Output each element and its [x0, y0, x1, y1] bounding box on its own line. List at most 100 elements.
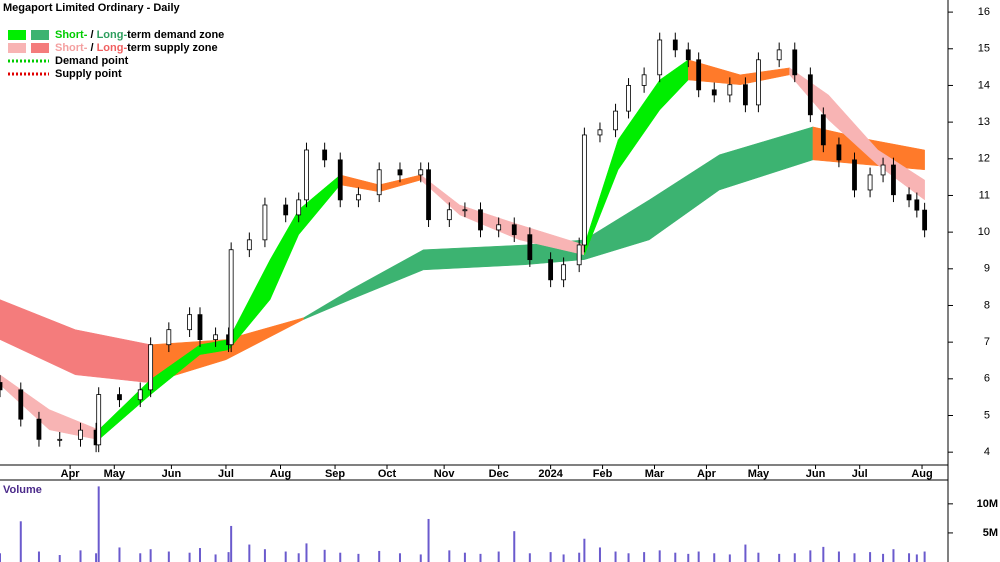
legend-label: Supply point: [55, 68, 122, 80]
x-tick-label: Mar: [645, 468, 665, 480]
volume-bar: [614, 551, 617, 562]
candle-body: [685, 49, 691, 61]
zone: [688, 59, 790, 85]
y-tick-label: 16: [978, 6, 990, 18]
candle-body: [792, 49, 798, 76]
legend-label-part: term demand zone: [127, 29, 224, 41]
candle-body: [657, 39, 663, 76]
candle-body: [137, 389, 143, 401]
candle-body: [527, 234, 533, 261]
legend-label: Demand point: [55, 55, 129, 67]
candle-body: [743, 84, 748, 106]
volume-bar: [837, 551, 840, 562]
volume-bar: [713, 553, 716, 562]
candle-body: [117, 394, 122, 401]
candle-body: [641, 74, 647, 86]
y-tick-label: 14: [978, 79, 990, 91]
legend-label-part: /: [87, 42, 96, 54]
volume-bar: [263, 549, 266, 562]
x-tick-label: Dec: [489, 468, 509, 480]
legend-label-part: Short-: [55, 42, 88, 54]
y-tick-label: 6: [984, 373, 990, 385]
y-tick-label: 15: [978, 43, 990, 55]
volume-bars: [0, 486, 926, 562]
volume-bar: [687, 553, 690, 562]
volume-bar: [598, 547, 601, 562]
candle-body: [478, 209, 483, 231]
volume-bar: [908, 553, 911, 562]
volume-bar: [284, 551, 287, 562]
legend-label-part: Short-: [55, 29, 88, 41]
volume-bar: [697, 551, 700, 562]
volume-bar: [744, 544, 747, 562]
x-tick-label: May: [104, 468, 126, 480]
x-tick-label: Apr: [697, 468, 717, 480]
x-tick-label: Jun: [806, 468, 826, 480]
candle-body: [78, 429, 83, 440]
y-tick-label: 12: [978, 153, 990, 165]
y-tick-label: 7: [984, 336, 990, 348]
volume-bar: [578, 552, 581, 562]
chart-title: Megaport Limited Ordinary - Daily: [3, 2, 181, 14]
candle-body: [756, 59, 761, 106]
x-tick-label: Aug: [270, 468, 291, 480]
x-tick-label: Sep: [325, 468, 345, 480]
zone: [0, 374, 99, 441]
volume-bar: [822, 546, 825, 562]
volume-bar: [97, 486, 100, 562]
volume-bar: [892, 549, 895, 562]
volume-bar: [139, 553, 142, 562]
y-tick-label: 4: [984, 446, 990, 458]
volume-bar: [149, 549, 152, 562]
candle-body: [906, 194, 912, 201]
y-tick-label: 10: [978, 226, 990, 238]
candle-body: [356, 194, 361, 201]
y-tick-label: 11: [979, 189, 990, 201]
volume-bar: [58, 555, 61, 562]
volume-bar: [674, 552, 677, 562]
volume-bar: [923, 551, 926, 562]
zones: [0, 59, 925, 441]
volume-bar: [357, 553, 360, 562]
candle-body: [426, 169, 431, 221]
candle-body: [880, 164, 886, 176]
candle-body: [197, 314, 203, 340]
zone: [0, 299, 151, 384]
candles: [0, 32, 928, 453]
volume-bar: [0, 553, 1, 562]
y-tick-label: 9: [984, 263, 990, 275]
candle-body: [613, 110, 618, 131]
volume-bar: [853, 553, 856, 562]
volume-bar: [167, 551, 170, 562]
y-tick-label: 13: [978, 116, 990, 128]
legend-label: Short- / Long-term demand zone: [55, 29, 224, 41]
candle-body: [891, 164, 896, 196]
volume-bar: [562, 554, 565, 562]
candle-body: [296, 199, 302, 216]
candle-body: [462, 209, 468, 212]
legend-swatch: [31, 30, 49, 40]
candle-body: [496, 224, 502, 231]
candle-body: [148, 344, 154, 391]
candle-body: [397, 169, 403, 176]
volume-bar: [643, 552, 646, 562]
candle-body: [246, 239, 252, 251]
candle-body: [187, 314, 193, 331]
zone: [303, 126, 814, 320]
volume-bar: [305, 543, 308, 562]
candle-body: [820, 114, 826, 146]
x-tick-label: Jul: [218, 468, 234, 480]
volume-bar: [627, 553, 630, 562]
volume-bar: [214, 554, 217, 562]
volume-bar: [658, 550, 661, 562]
volume-bar: [778, 553, 781, 562]
volume-bar: [479, 553, 482, 562]
volume-bar: [37, 551, 40, 562]
candle-body: [96, 394, 102, 446]
candle-body: [322, 149, 328, 161]
candle-body: [337, 159, 343, 201]
candle-body: [597, 129, 603, 136]
volume-bar: [297, 553, 300, 562]
volume-bar: [882, 553, 885, 562]
